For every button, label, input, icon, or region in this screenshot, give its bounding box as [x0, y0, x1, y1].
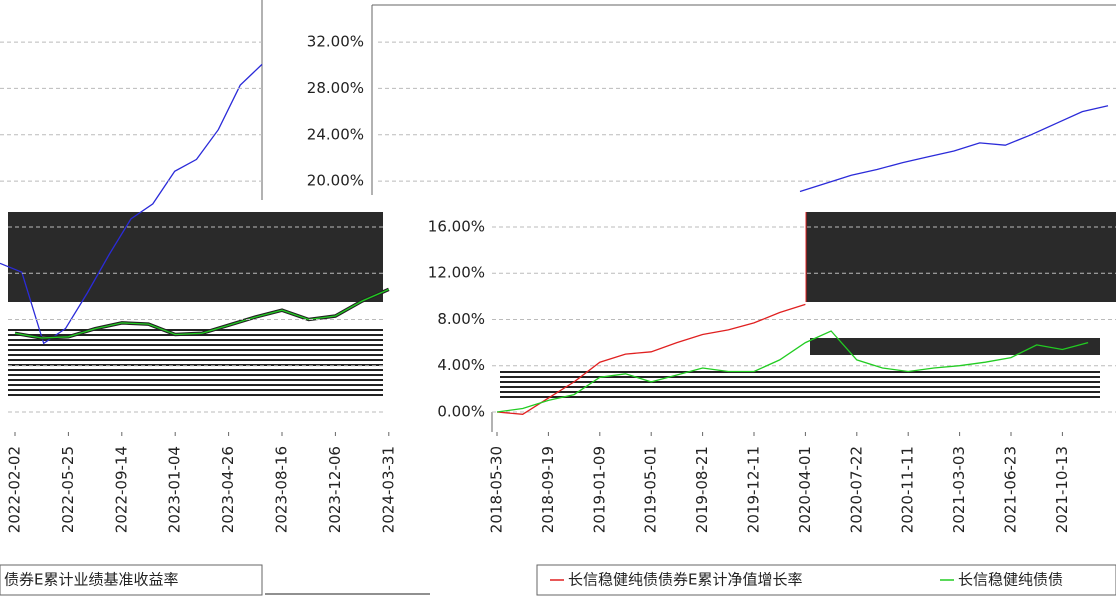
x-tick-label: 2021-10-13 [1053, 446, 1071, 533]
x-tick-label: 2019-01-09 [590, 446, 608, 533]
y-tick-label: 16.00% [428, 217, 485, 235]
legend-label: 债券E累计业绩基准收益率 [4, 571, 178, 589]
x-tick-label: 2023-04-26 [219, 446, 237, 533]
legend-box [0, 564, 263, 596]
y-tick-label: 32.00% [307, 33, 364, 51]
x-tick-label: 2023-01-04 [166, 446, 184, 533]
x-tick-label: 2019-05-01 [642, 446, 660, 533]
artifact [8, 212, 383, 302]
x-tick-label: 2021-06-23 [1002, 446, 1020, 533]
data-line [496, 330, 1089, 413]
legend-label: 长信稳健纯债债券E累计净值增长率 [568, 571, 802, 589]
data-line [496, 303, 806, 415]
legend-box [536, 564, 1116, 596]
x-tick-label: 2023-08-16 [273, 446, 291, 533]
artifact [810, 338, 1100, 355]
x-tick-label: 2024-03-31 [379, 446, 397, 533]
x-tick-label: 2020-04-01 [796, 446, 814, 533]
x-tick-label: 2021-03-03 [950, 446, 968, 533]
y-tick-label: 24.00% [307, 125, 364, 143]
x-tick-label: 2020-11-11 [899, 446, 917, 533]
x-tick-label: 2022-05-25 [59, 446, 77, 533]
x-tick-label: 2023-12-06 [326, 446, 344, 533]
x-tick-label: 2022-02-02 [6, 446, 24, 533]
y-tick-label: 8.00% [437, 310, 485, 328]
data-line [14, 288, 390, 339]
data-line [0, 63, 263, 345]
x-tick-label: 2018-05-30 [488, 446, 506, 533]
y-tick-label: 0.00% [437, 402, 485, 420]
x-tick-label: 2018-09-19 [539, 446, 557, 533]
y-tick-label: 12.00% [428, 264, 485, 282]
x-tick-label: 2019-12-11 [745, 446, 763, 533]
y-tick-label: 4.00% [437, 356, 485, 374]
y-tick-label: 28.00% [307, 79, 364, 97]
x-tick-label: 2022-09-14 [112, 446, 130, 533]
x-tick-label: 2019-08-21 [693, 446, 711, 533]
data-line [799, 105, 1109, 193]
artifact [806, 212, 1116, 302]
x-tick-label: 2020-07-22 [847, 446, 865, 533]
y-tick-label: 20.00% [307, 172, 364, 190]
legend-label: 长信稳健纯债债 [958, 571, 1063, 589]
